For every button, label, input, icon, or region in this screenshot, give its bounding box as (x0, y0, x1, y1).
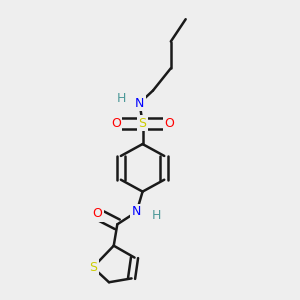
Text: O: O (164, 117, 174, 130)
Text: S: S (139, 117, 147, 130)
Text: O: O (111, 117, 121, 130)
Text: S: S (89, 261, 97, 274)
Text: H: H (152, 209, 161, 223)
Text: H: H (117, 92, 127, 105)
Text: O: O (92, 207, 102, 220)
Text: N: N (132, 205, 141, 218)
Text: N: N (135, 97, 144, 110)
